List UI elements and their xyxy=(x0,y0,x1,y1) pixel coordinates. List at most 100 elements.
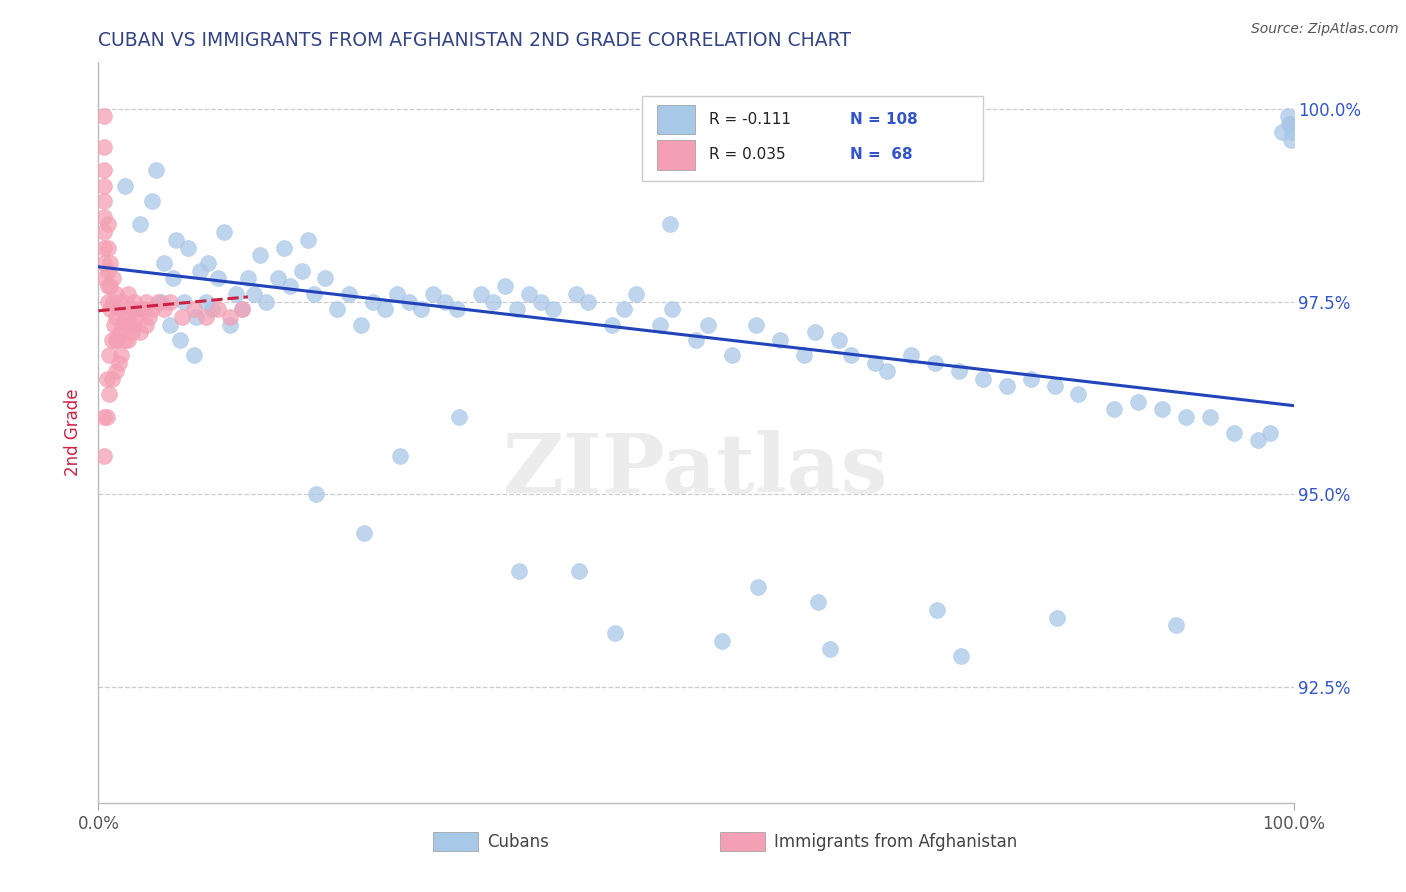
Point xyxy=(350,318,373,332)
Point xyxy=(339,286,361,301)
Point xyxy=(658,218,681,232)
Point xyxy=(278,279,301,293)
Point xyxy=(422,286,444,301)
Point xyxy=(231,302,253,317)
Text: N =  68: N = 68 xyxy=(851,147,912,162)
Text: Source: ZipAtlas.com: Source: ZipAtlas.com xyxy=(1251,22,1399,37)
Point xyxy=(105,333,128,347)
Point xyxy=(530,294,553,309)
FancyBboxPatch shape xyxy=(720,832,765,851)
Point xyxy=(841,349,863,363)
Point xyxy=(297,233,319,247)
FancyBboxPatch shape xyxy=(657,140,695,169)
Point xyxy=(243,286,266,301)
Text: ZIPatlas: ZIPatlas xyxy=(503,430,889,509)
Point xyxy=(1199,410,1222,425)
Point xyxy=(950,649,973,664)
Point xyxy=(1278,117,1301,131)
Point xyxy=(97,294,120,309)
Point xyxy=(172,310,194,324)
Point xyxy=(1152,402,1174,417)
Point xyxy=(212,225,235,239)
Point xyxy=(1258,425,1281,440)
Point xyxy=(236,271,259,285)
Point xyxy=(186,310,208,324)
Point xyxy=(135,318,157,332)
Point xyxy=(374,302,396,317)
Point xyxy=(626,286,648,301)
Point xyxy=(97,279,120,293)
Point xyxy=(108,326,131,340)
Point xyxy=(135,294,157,309)
Point xyxy=(105,333,128,347)
Point xyxy=(517,286,540,301)
Point xyxy=(132,302,155,317)
Point xyxy=(108,302,131,317)
Point xyxy=(685,333,707,347)
Point xyxy=(93,210,115,224)
Point xyxy=(93,178,115,193)
Point xyxy=(169,333,191,347)
Point xyxy=(793,349,815,363)
Point xyxy=(117,318,139,332)
Point xyxy=(363,294,385,309)
Point xyxy=(105,286,128,301)
Point xyxy=(124,302,146,317)
Point xyxy=(219,318,242,332)
Point xyxy=(101,271,124,285)
Point xyxy=(1043,379,1066,393)
Point xyxy=(924,356,946,370)
Point xyxy=(326,302,349,317)
Point xyxy=(1019,371,1042,385)
Point xyxy=(201,302,224,317)
Point xyxy=(1278,117,1301,131)
Point xyxy=(117,333,139,347)
Point xyxy=(353,525,375,540)
Point xyxy=(93,194,115,209)
Text: N = 108: N = 108 xyxy=(851,112,918,127)
Point xyxy=(388,449,411,463)
Point xyxy=(117,286,139,301)
Point xyxy=(93,140,115,154)
Point xyxy=(159,318,181,332)
Point xyxy=(225,286,247,301)
Point xyxy=(93,163,115,178)
Point xyxy=(603,626,626,640)
Point xyxy=(125,310,148,324)
Point xyxy=(117,310,139,324)
Point xyxy=(697,318,720,332)
Point xyxy=(97,241,120,255)
Text: Immigrants from Afghanistan: Immigrants from Afghanistan xyxy=(773,833,1017,851)
Point xyxy=(93,241,115,255)
Point xyxy=(162,271,184,285)
Point xyxy=(568,565,591,579)
Point xyxy=(900,349,922,363)
Point xyxy=(385,286,409,301)
Point xyxy=(506,302,529,317)
Point xyxy=(865,356,887,370)
Point xyxy=(219,310,242,324)
Point xyxy=(315,271,337,285)
Point xyxy=(648,318,672,332)
Point xyxy=(291,263,314,277)
Point xyxy=(195,310,218,324)
Point xyxy=(107,356,129,370)
Point xyxy=(93,256,115,270)
Point xyxy=(97,218,120,232)
Point xyxy=(110,349,132,363)
Point xyxy=(302,286,325,301)
Point xyxy=(121,302,143,317)
Point xyxy=(101,294,124,309)
FancyBboxPatch shape xyxy=(433,832,478,851)
Point xyxy=(149,294,172,309)
Text: Cubans: Cubans xyxy=(486,833,548,851)
Point xyxy=(661,302,683,317)
Point xyxy=(129,302,152,317)
Point xyxy=(165,233,187,247)
Point xyxy=(93,271,115,285)
Point xyxy=(111,318,134,332)
Point xyxy=(1277,110,1299,124)
Point xyxy=(197,256,219,270)
Point xyxy=(747,580,769,594)
Point xyxy=(267,271,290,285)
